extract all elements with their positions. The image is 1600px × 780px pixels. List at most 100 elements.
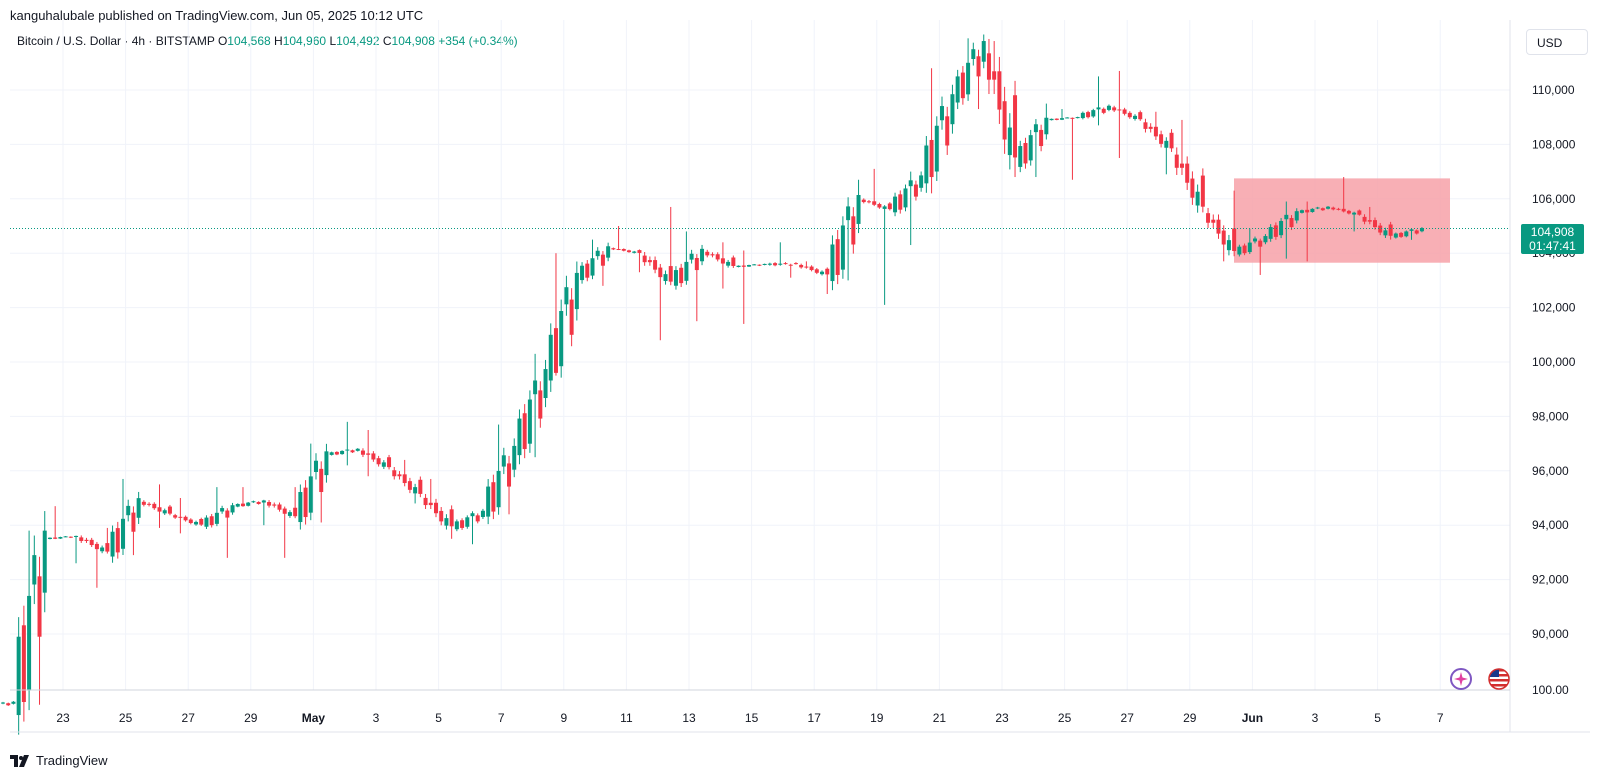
candle-body [298, 492, 303, 523]
candle-body [272, 504, 277, 506]
candle-body [89, 539, 94, 546]
candle-body [465, 517, 470, 527]
candle-body [225, 510, 230, 518]
candle-body [1169, 132, 1174, 149]
candle-body [663, 274, 668, 282]
candle-body [1237, 246, 1242, 255]
candle-body [1039, 129, 1044, 147]
price-axis: 90,000 92,000 94,000 96,000 98,000 100,000 102… [1532, 83, 1576, 697]
candle-body [1305, 209, 1310, 213]
candle-body [314, 460, 319, 472]
candle-body [976, 56, 981, 77]
candle-body [1294, 211, 1299, 221]
tradingview-brand[interactable]: TradingView [10, 753, 108, 768]
candle-body [1138, 112, 1143, 120]
candle-body [355, 448, 360, 451]
candle-body [1326, 206, 1331, 209]
time-tick-label: 27 [1121, 711, 1135, 725]
candle-body [569, 299, 574, 335]
candle-body [903, 188, 908, 208]
candle-body [360, 450, 365, 455]
candle-body [1383, 230, 1388, 236]
candle-body [1388, 224, 1393, 236]
candle-body [1028, 135, 1033, 161]
candle-body [68, 536, 73, 538]
candle-body [997, 71, 1002, 110]
candle-body [1310, 208, 1315, 213]
candle-body [986, 53, 991, 80]
candle-body [710, 254, 715, 256]
candle-body [611, 248, 616, 250]
symbol-legend: Bitcoin / U.S. Dollar · 4h · BITSTAMP O1… [17, 34, 518, 48]
candle-body [538, 390, 543, 419]
sparkle-icon[interactable] [1448, 666, 1474, 692]
candle-body [167, 506, 172, 514]
candle-body [1206, 213, 1211, 223]
candle-body [94, 543, 99, 550]
time-tick-label: 3 [1312, 711, 1319, 725]
candle-body [887, 203, 892, 210]
candle-body [220, 508, 225, 512]
candle-body [767, 263, 772, 265]
candle-body [1211, 219, 1216, 223]
candle-body [814, 269, 819, 273]
candle-body [1258, 240, 1263, 247]
candle-body [637, 250, 642, 253]
candle-body [287, 512, 292, 516]
currency-selector[interactable]: USD [1526, 29, 1588, 55]
candle-body [825, 268, 830, 275]
candle-body [162, 510, 167, 514]
candle-body [856, 194, 861, 224]
candle-body [533, 380, 538, 395]
candle-body [590, 258, 595, 276]
candle-body [971, 49, 976, 59]
candle-body [1393, 233, 1398, 238]
price-tick-label: 90,000 [1532, 627, 1569, 641]
us-flag-icon[interactable] [1486, 666, 1512, 692]
candle-body [1122, 109, 1127, 114]
time-tick-label: 7 [498, 711, 505, 725]
price-tick-label: 110,000 [1532, 83, 1575, 97]
candle-body [799, 264, 804, 268]
candle-body [53, 537, 58, 539]
candle-body [136, 498, 141, 518]
candle-body [1, 702, 6, 704]
time-tick-label: 7 [1437, 711, 1444, 725]
time-tick-label: 17 [808, 711, 822, 725]
candle-body [1247, 242, 1252, 253]
candle-body [115, 528, 120, 553]
candle-body [32, 555, 37, 585]
candle-body [293, 507, 298, 517]
candle-body [27, 595, 32, 691]
candle-body [647, 260, 652, 263]
candle-body [439, 510, 444, 522]
candle-body [1216, 219, 1221, 234]
time-tick-label: 11 [620, 711, 633, 725]
candle-body [1299, 210, 1304, 213]
price-tick-label: 96,000 [1532, 464, 1569, 478]
open-value: 104,568 [227, 34, 271, 48]
candle-body [63, 536, 68, 538]
candle-body [1065, 117, 1070, 119]
candle-body [79, 537, 84, 541]
price-tick-label: 94,000 [1532, 518, 1569, 532]
high-label: H [274, 34, 283, 48]
candle-body [512, 445, 517, 470]
candle-body [402, 474, 407, 484]
candle-body [1159, 134, 1164, 144]
candle-body [126, 505, 131, 516]
candle-body [846, 206, 851, 221]
candle-body [700, 248, 705, 262]
candle-body [913, 184, 918, 197]
candle-body [861, 199, 866, 203]
candle-body [460, 520, 465, 528]
candle-body [1362, 216, 1367, 222]
candle-body [397, 474, 402, 477]
candle-body [1086, 112, 1091, 118]
price-tick-label: 100.00 [1532, 683, 1569, 697]
candle-body [256, 501, 261, 504]
candle-body [726, 261, 731, 266]
candle-body [830, 244, 835, 282]
candle-body [679, 267, 684, 284]
